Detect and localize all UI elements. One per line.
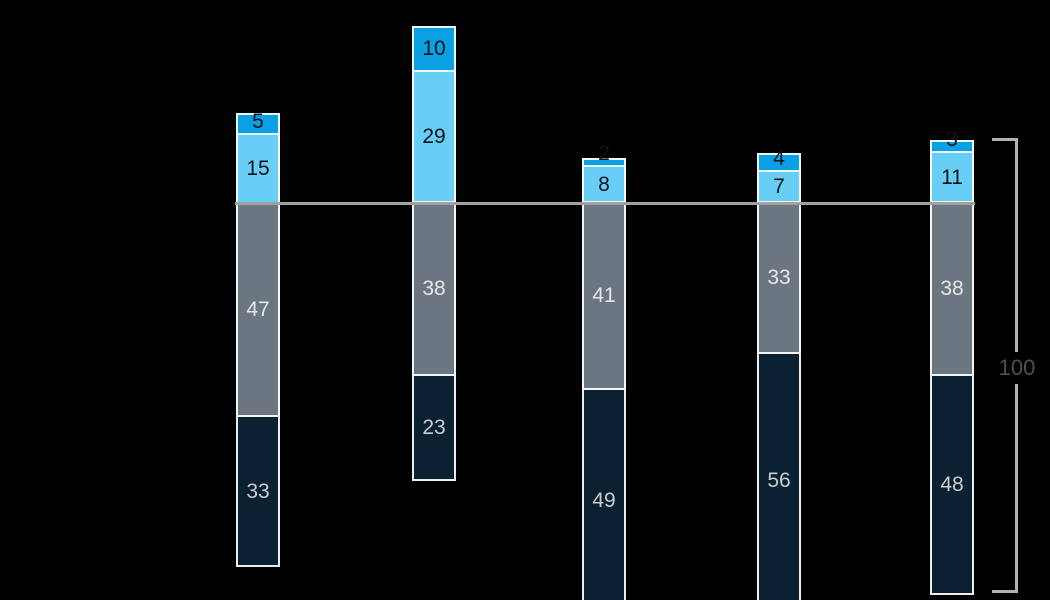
- total-bracket-top-tick: [992, 138, 1018, 141]
- bar-segment: 48: [930, 376, 974, 595]
- bar-segment: 5: [236, 110, 280, 136]
- segment-value-label: 3: [946, 128, 958, 152]
- bar-segment: 3: [930, 129, 974, 154]
- segment-value-label: 10: [422, 37, 446, 61]
- segment-value-label: 4: [773, 146, 785, 170]
- stacked-bar: 2 8 41 49: [582, 143, 626, 600]
- stacked-bar: 3 11 38 48: [930, 129, 974, 595]
- bar-segment: 11: [930, 153, 974, 204]
- segment-value-label: 38: [422, 277, 446, 301]
- bar-segment: 38: [412, 203, 456, 377]
- segment-value-label: 5: [252, 110, 264, 134]
- segment-value-label: 23: [422, 416, 446, 440]
- bar-segment: 29: [412, 71, 456, 204]
- total-value-label: 100: [996, 352, 1038, 384]
- bar-segment: 47: [236, 203, 280, 418]
- stacked-bar: 4 7 33 56: [757, 148, 801, 600]
- segment-value-label: 7: [773, 175, 785, 199]
- bar-segment: 10: [412, 26, 456, 72]
- bar-segment: 41: [582, 203, 626, 391]
- total-bracket-bottom-tick: [992, 590, 1018, 593]
- bar-segment: 56: [757, 353, 801, 600]
- segment-value-label: 47: [246, 297, 270, 321]
- bar-segment: 33: [757, 203, 801, 354]
- baseline-axis: [235, 202, 975, 205]
- bar-segment: 2: [582, 143, 626, 168]
- bar-segment: 8: [582, 167, 626, 204]
- segment-value-label: 29: [422, 125, 446, 149]
- bar-segment: 7: [757, 171, 801, 204]
- bar-segment: 33: [236, 417, 280, 568]
- segment-value-label: 41: [592, 284, 616, 308]
- segment-value-label: 48: [940, 473, 964, 497]
- segment-value-label: 11: [941, 165, 963, 189]
- segment-value-label: 38: [940, 277, 964, 301]
- segment-value-label: 33: [767, 266, 791, 290]
- segment-value-label: 33: [246, 479, 270, 503]
- bar-segment: 38: [930, 203, 974, 377]
- bar-segment: 4: [757, 148, 801, 172]
- segment-value-label: 49: [592, 489, 616, 512]
- bar-segment: 23: [412, 376, 456, 482]
- segment-value-label: 15: [246, 156, 270, 180]
- segment-value-label: 8: [598, 172, 610, 196]
- segment-value-label: 56: [767, 468, 791, 492]
- bar-segment: 15: [236, 135, 280, 204]
- stacked-bar: 10 29 38 23: [412, 26, 456, 482]
- stacked-bar: 5 15 47 33: [236, 110, 280, 568]
- segment-value-label: 2: [598, 142, 610, 166]
- bar-segment: 49: [582, 390, 626, 600]
